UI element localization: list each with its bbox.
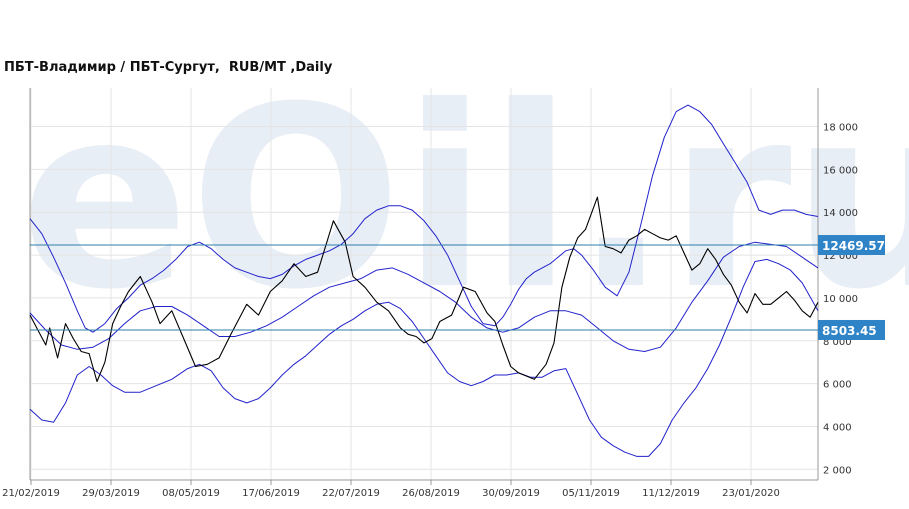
y-tick-label: 14 000 <box>823 208 858 219</box>
y-tick-label: 2 000 <box>823 465 852 476</box>
series-line-lower-band <box>29 258 819 457</box>
x-tick-label: 17/06/2019 <box>242 488 300 499</box>
reference-value-label: 12469.57 <box>822 239 885 253</box>
x-tick-label: 23/01/2020 <box>722 488 780 499</box>
y-tick-label: 4 000 <box>823 422 852 433</box>
watermark-layer: eOil.ru <box>20 53 909 344</box>
series-line-middle-band <box>29 241 819 352</box>
reference-value-label: 8503.45 <box>822 324 877 338</box>
y-axis-ticks: 2 000 4 000 6 000 8 000 10 000 12 000 14 000 16… <box>823 123 858 477</box>
y-tick-label: 18 000 <box>823 123 858 134</box>
y-tick-label: 8 000 <box>823 337 852 348</box>
x-tick-label: 22/07/2019 <box>322 488 380 499</box>
x-tick-label: 21/02/2019 <box>2 488 60 499</box>
watermark-text: eOil.ru <box>20 53 909 344</box>
x-tick-label: 26/08/2019 <box>402 488 460 499</box>
y-tick-label: 6 000 <box>823 380 852 391</box>
reference-value-badge <box>818 319 885 340</box>
reference-value-badge <box>818 235 885 256</box>
x-tick-label: 08/05/2019 <box>162 488 220 499</box>
y-tick-label: 16 000 <box>823 165 858 176</box>
grid-layer <box>30 88 818 480</box>
y-tick-label: 10 000 <box>823 294 858 305</box>
x-tick-label: 30/09/2019 <box>482 488 540 499</box>
x-axis-ticks: 21/02/2019 29/03/2019 08/05/2019 17/06/2019… <box>2 480 780 499</box>
x-tick-label: 05/11/2019 <box>562 488 620 499</box>
chart-title: ПБТ-Владимир / ПБТ-Сургут, RUB/MT ,Daily <box>4 60 333 75</box>
reference-lines: 12469.57 8503.45 <box>30 235 885 340</box>
y-tick-label: 12 000 <box>823 251 858 262</box>
x-tick-label: 29/03/2019 <box>82 488 140 499</box>
x-tick-label: 11/12/2019 <box>642 488 700 499</box>
series-line-price <box>29 196 819 383</box>
